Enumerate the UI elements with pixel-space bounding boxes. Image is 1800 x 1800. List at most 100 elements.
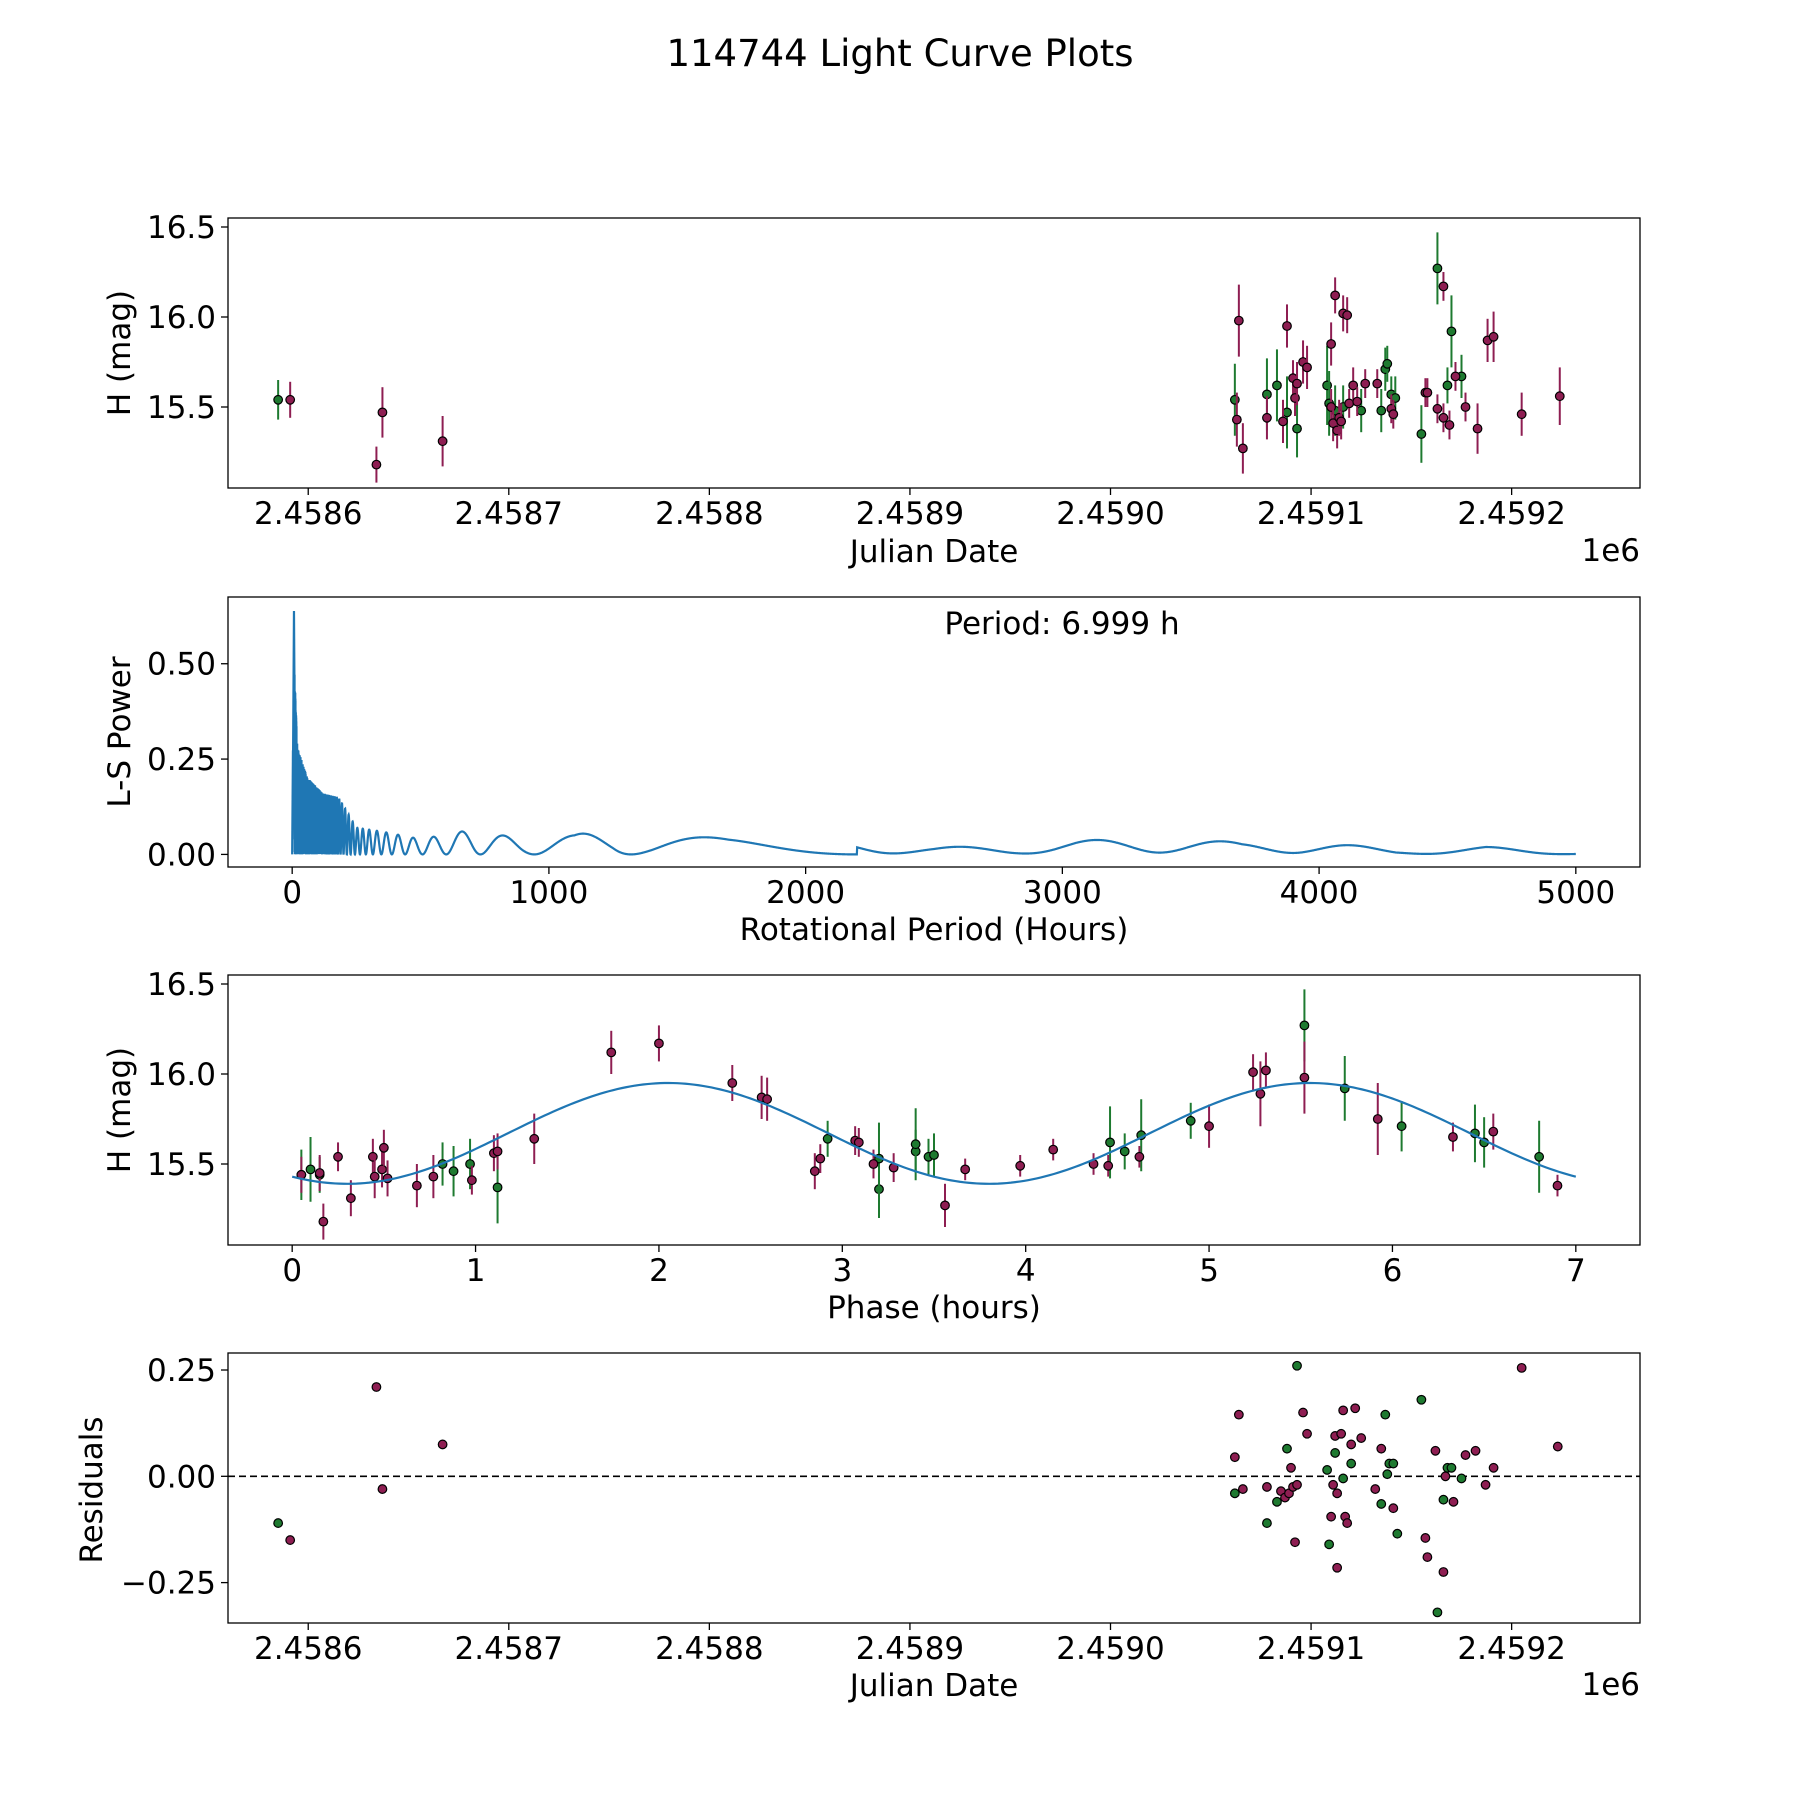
y-tick-label: 16.5 — [147, 967, 216, 1003]
data-point — [1322, 380, 1333, 391]
data-point — [1290, 1537, 1300, 1548]
data-point — [1326, 1511, 1337, 1522]
data-point — [1298, 1407, 1308, 1418]
x-tick-label: 2.4588 — [655, 496, 763, 532]
x-tick-label: 2.4588 — [655, 1631, 763, 1667]
phased-light-curve-panel: 0 1 2 3 4 5 6 7 15.5 16.0 16.5 Phase (hours) H (m… — [102, 967, 1641, 1326]
data-point — [1292, 378, 1302, 389]
light-curve-x-offset-label: 1e6 — [1581, 533, 1640, 569]
data-point — [428, 1171, 439, 1182]
data-point — [1292, 1479, 1302, 1490]
data-point — [960, 1164, 971, 1175]
data-point — [1262, 1518, 1272, 1528]
data-point — [1328, 1479, 1339, 1490]
data-point — [1356, 1433, 1367, 1443]
residuals-y-label: Residuals — [74, 1416, 110, 1563]
data-point — [1470, 1445, 1481, 1456]
x-tick-label: 6 — [1383, 1253, 1403, 1289]
x-tick-label: 2.4590 — [1056, 496, 1164, 532]
x-tick-label: 2.4591 — [1257, 1631, 1365, 1667]
data-point — [437, 436, 448, 447]
data-point — [1299, 1020, 1310, 1031]
data-point — [910, 1139, 921, 1150]
residuals-axes-frame — [227, 1352, 1641, 1624]
residuals-marks — [228, 1360, 1640, 1618]
data-point — [492, 1182, 503, 1193]
data-point — [1348, 380, 1359, 391]
figure-title: 114744 Light Curve Plots — [666, 32, 1133, 75]
data-point — [1422, 1552, 1433, 1562]
periodogram-y-ticks: 0.00 0.25 0.50 — [147, 647, 228, 873]
data-point — [1233, 315, 1244, 326]
data-point — [1432, 403, 1443, 414]
data-point — [1448, 1132, 1458, 1142]
data-point — [727, 1078, 738, 1088]
light-curve-y-ticks: 15.5 16.0 16.5 — [147, 210, 228, 426]
data-point — [1229, 1488, 1240, 1499]
data-point — [377, 1164, 387, 1175]
y-tick-label: 16.5 — [147, 210, 216, 246]
data-point — [1336, 416, 1347, 427]
data-point — [1237, 443, 1248, 454]
data-point — [1396, 1121, 1407, 1132]
x-tick-label: 1 — [466, 1253, 486, 1289]
data-point — [1342, 310, 1353, 321]
data-point — [1229, 1452, 1240, 1463]
data-point — [367, 1151, 378, 1162]
data-point — [1416, 429, 1427, 439]
x-tick-label: 2.4586 — [254, 1631, 362, 1667]
data-point — [318, 1216, 329, 1227]
period-annotation: Period: 6.999 h — [944, 606, 1179, 642]
data-point — [1015, 1160, 1026, 1171]
data-point — [345, 1193, 356, 1204]
data-point — [1442, 380, 1453, 391]
data-point — [1376, 1443, 1387, 1454]
data-point — [1282, 1443, 1292, 1454]
data-point — [1322, 1465, 1333, 1475]
data-point — [273, 1518, 284, 1528]
data-point — [1446, 326, 1457, 337]
x-tick-label: 2 — [649, 1253, 669, 1289]
data-point — [1370, 1484, 1381, 1494]
data-point — [1119, 1146, 1130, 1157]
data-point — [1488, 1462, 1499, 1473]
data-point — [1516, 1362, 1527, 1373]
data-point — [1416, 1394, 1427, 1405]
data-point — [1048, 1144, 1059, 1155]
phased-light-curve-y-label: H (mag) — [102, 1047, 138, 1173]
data-point — [1299, 1072, 1310, 1083]
periodogram-x-ticks: 0 1000 2000 3000 4000 5000 — [282, 867, 1615, 911]
periodogram-x-label: Rotational Period (Hours) — [740, 912, 1129, 948]
data-point — [1450, 371, 1461, 382]
data-point — [1185, 1115, 1196, 1126]
data-point — [1372, 1114, 1383, 1124]
data-point — [1272, 1496, 1282, 1507]
data-point — [1302, 1428, 1312, 1439]
data-point — [1382, 358, 1393, 369]
data-point — [273, 394, 284, 405]
x-tick-label: 2.4591 — [1257, 496, 1365, 532]
data-point — [1432, 1607, 1443, 1618]
x-tick-label: 0 — [282, 875, 302, 911]
data-point — [1286, 1462, 1296, 1473]
data-point — [1292, 1360, 1302, 1371]
data-point — [815, 1153, 826, 1164]
data-point — [929, 1150, 939, 1160]
periodogram-marks — [291, 611, 1576, 857]
x-tick-label: 2.4590 — [1056, 1631, 1164, 1667]
y-tick-label: 0.50 — [147, 647, 216, 683]
y-tick-label: 0.00 — [147, 1459, 216, 1495]
data-point — [1422, 387, 1433, 398]
data-point — [1229, 394, 1240, 405]
data-point — [1376, 405, 1387, 416]
data-point — [1272, 380, 1282, 391]
data-point — [1342, 1518, 1353, 1528]
data-point — [1460, 402, 1471, 412]
x-tick-label: 3 — [832, 1253, 852, 1289]
x-tick-label: 2.4587 — [455, 496, 563, 532]
data-point — [369, 1171, 380, 1182]
data-point — [1336, 1428, 1347, 1439]
data-point — [1262, 412, 1272, 423]
x-tick-label: 2.4587 — [455, 1631, 563, 1667]
periodogram-axes-frame — [227, 596, 1641, 868]
